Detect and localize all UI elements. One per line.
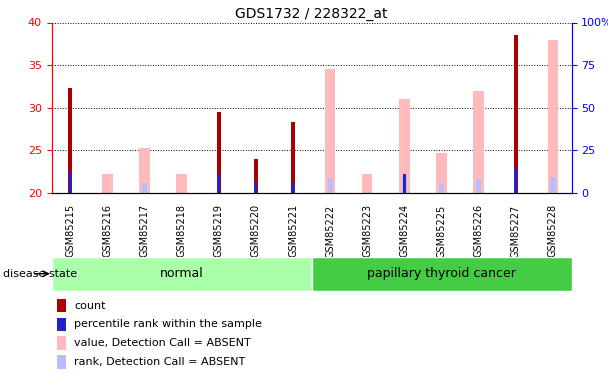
Bar (254, 182, 257, 193)
Bar (217, 174, 220, 193)
Text: GSM85217: GSM85217 (139, 204, 150, 257)
Text: GSM85228: GSM85228 (548, 204, 558, 257)
Text: GSM85225: GSM85225 (437, 204, 446, 258)
Bar (362, 174, 373, 193)
Text: GSM85224: GSM85224 (399, 204, 409, 257)
Bar (476, 178, 482, 193)
Text: normal: normal (160, 267, 204, 280)
Text: GSM85215: GSM85215 (65, 204, 75, 257)
Text: GSM85220: GSM85220 (251, 204, 261, 257)
Bar (311, 257, 572, 291)
Text: GSM85226: GSM85226 (474, 204, 484, 257)
Bar (57, 336, 66, 350)
Text: papillary thyroid cancer: papillary thyroid cancer (367, 267, 516, 280)
Bar (514, 168, 517, 193)
Bar (139, 148, 150, 193)
Text: GSM85219: GSM85219 (214, 204, 224, 257)
Bar (325, 69, 336, 193)
Text: GSM85216: GSM85216 (102, 204, 112, 257)
Bar (57, 318, 66, 331)
Bar (403, 174, 406, 193)
Text: GSM85227: GSM85227 (511, 204, 521, 258)
Text: disease state: disease state (3, 269, 77, 279)
Bar (437, 153, 447, 193)
Bar (52, 257, 311, 291)
Bar (216, 112, 221, 193)
Text: percentile rank within the sample: percentile rank within the sample (74, 320, 262, 329)
Text: rank, Detection Call = ABSENT: rank, Detection Call = ABSENT (74, 357, 245, 367)
Bar (548, 40, 558, 193)
Bar (254, 159, 258, 193)
Bar (142, 183, 147, 193)
Text: GSM85221: GSM85221 (288, 204, 298, 257)
Bar (69, 172, 72, 193)
Bar (399, 99, 410, 193)
Bar (292, 183, 294, 193)
Bar (328, 178, 333, 193)
Bar (57, 355, 66, 369)
Bar (291, 122, 295, 193)
Bar (402, 177, 407, 193)
Bar (439, 184, 444, 193)
Text: value, Detection Call = ABSENT: value, Detection Call = ABSENT (74, 338, 250, 348)
Bar (474, 91, 484, 193)
Bar (176, 174, 187, 193)
Text: count: count (74, 301, 106, 310)
Bar (57, 299, 66, 312)
Bar (68, 88, 72, 193)
Bar (102, 174, 112, 193)
Bar (514, 35, 518, 193)
Title: GDS1732 / 228322_at: GDS1732 / 228322_at (235, 8, 388, 21)
Text: GSM85218: GSM85218 (177, 204, 187, 257)
Text: GSM85223: GSM85223 (362, 204, 372, 257)
Bar (550, 177, 556, 193)
Text: GSM85222: GSM85222 (325, 204, 335, 258)
